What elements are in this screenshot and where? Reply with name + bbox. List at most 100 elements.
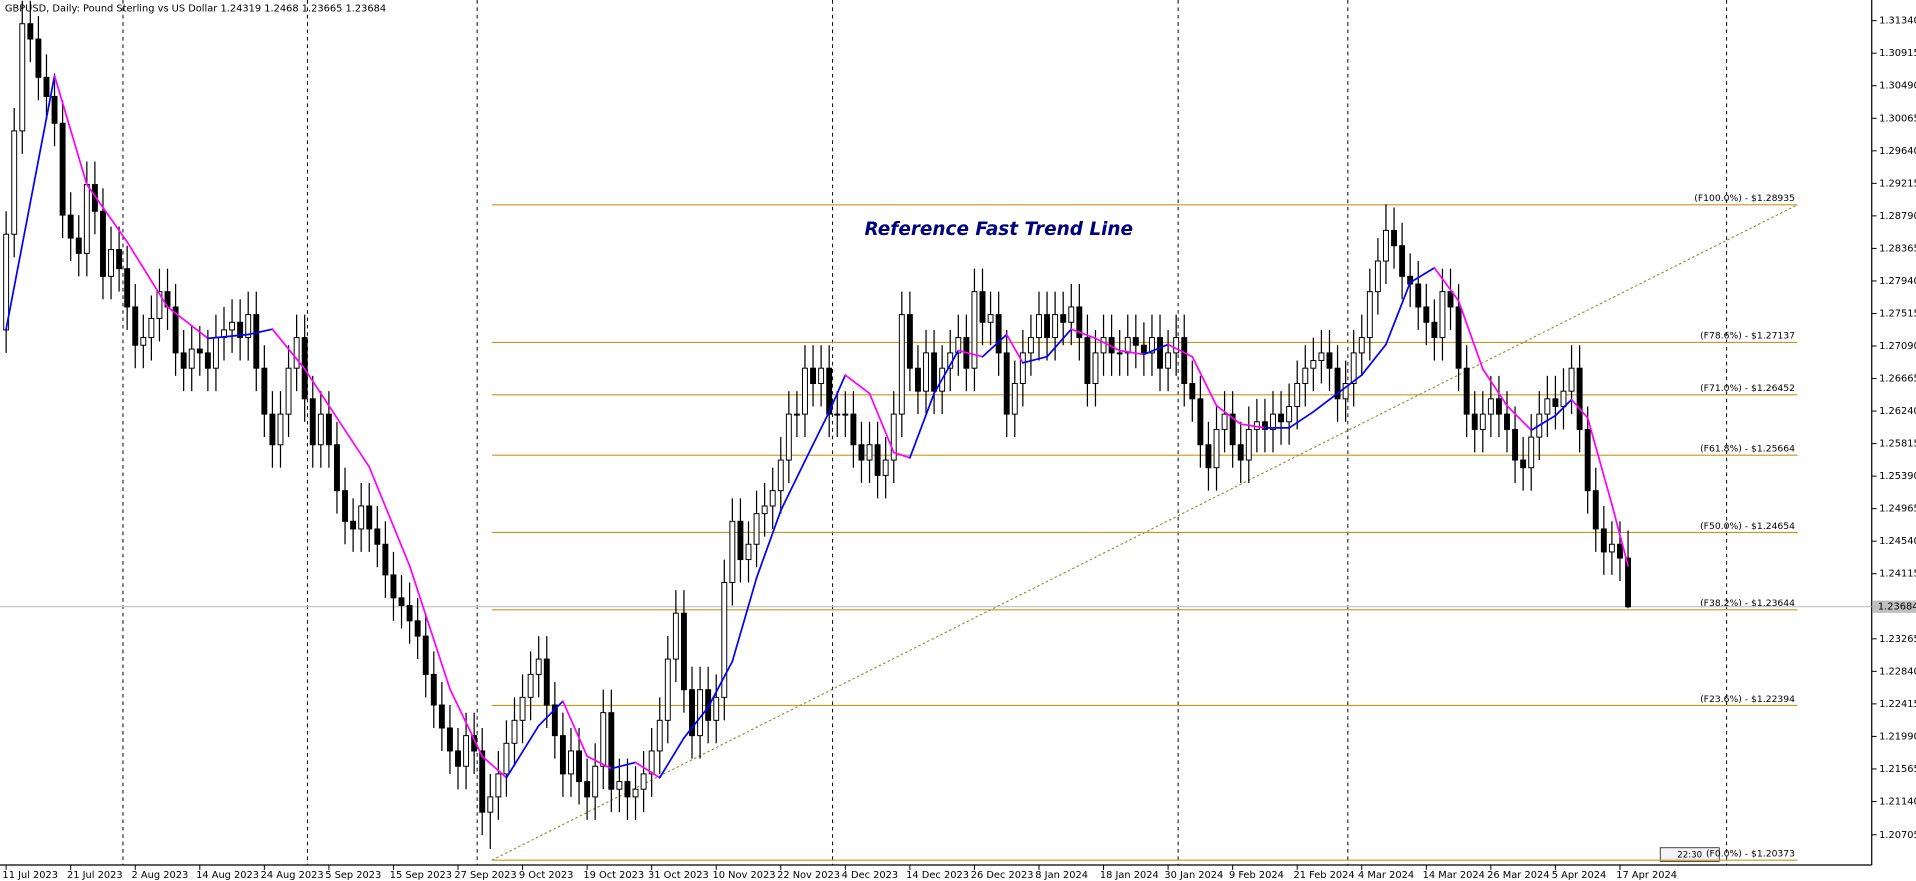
candle-body bbox=[1132, 337, 1139, 346]
x-tick-label: 30 Jan 2024 bbox=[1164, 870, 1223, 881]
candle-body bbox=[511, 719, 518, 744]
candle-body bbox=[1568, 367, 1575, 392]
candle-body bbox=[446, 727, 453, 752]
candle-body bbox=[1197, 398, 1204, 446]
ma-segment bbox=[658, 737, 685, 779]
candle-body bbox=[648, 750, 655, 775]
candle-body bbox=[1213, 428, 1220, 469]
candle-body bbox=[600, 712, 607, 767]
candle-body bbox=[245, 314, 252, 339]
candle-body bbox=[713, 696, 720, 721]
ma-segment bbox=[868, 392, 895, 454]
candle-body bbox=[1173, 337, 1180, 354]
y-tick-label: 1.25815 bbox=[1879, 439, 1916, 450]
candle-body bbox=[261, 367, 268, 415]
candle-body bbox=[1229, 413, 1236, 446]
candle-body bbox=[495, 773, 502, 798]
y-tick-label: 1.24540 bbox=[1879, 536, 1916, 547]
ma-segment bbox=[166, 306, 209, 340]
candle-body bbox=[204, 352, 211, 369]
candle-body bbox=[277, 413, 284, 446]
candle-body bbox=[1560, 390, 1567, 407]
candle-body bbox=[519, 696, 526, 721]
candle-body bbox=[874, 444, 881, 476]
x-tick-label: 14 Mar 2024 bbox=[1423, 870, 1485, 881]
candle-body bbox=[898, 314, 905, 415]
ma-segment bbox=[892, 451, 911, 459]
ma-segment bbox=[53, 74, 88, 186]
y-tick-label: 1.26665 bbox=[1879, 374, 1916, 385]
ma-segment bbox=[1360, 343, 1387, 376]
candle-body bbox=[559, 735, 566, 775]
ma-segment bbox=[505, 724, 540, 779]
candle-body bbox=[1165, 352, 1172, 369]
candle-body bbox=[818, 367, 825, 385]
ma-segment bbox=[1167, 343, 1194, 358]
y-tick-label: 1.31340 bbox=[1879, 16, 1916, 27]
candle-body bbox=[1617, 543, 1623, 559]
candle-body bbox=[858, 444, 865, 461]
ma-segment bbox=[562, 700, 588, 758]
ma-segment bbox=[1288, 410, 1315, 429]
fib-label: (F78.6%) - $1.27137 bbox=[1700, 331, 1795, 342]
candle-body bbox=[729, 520, 736, 584]
ma-segment bbox=[1530, 414, 1557, 432]
candle-body bbox=[1189, 383, 1196, 400]
candle-body bbox=[995, 314, 1002, 354]
header-high: 1.2468 bbox=[264, 4, 298, 15]
ma-segment bbox=[804, 410, 831, 462]
header-open: 1.24319 bbox=[220, 4, 261, 15]
candle-body bbox=[697, 689, 704, 737]
candle-body bbox=[374, 528, 381, 545]
y-tick-label: 1.22840 bbox=[1879, 666, 1916, 677]
candle-body bbox=[1044, 314, 1051, 339]
x-tick-label: 26 Mar 2024 bbox=[1487, 870, 1549, 881]
candle-body bbox=[1528, 436, 1535, 469]
candle-body bbox=[672, 612, 679, 660]
y-tick-label: 1.27515 bbox=[1879, 308, 1916, 319]
ma-segment bbox=[1094, 337, 1121, 352]
candle-body bbox=[721, 582, 728, 698]
candle-body bbox=[1608, 543, 1615, 553]
candle-body bbox=[116, 249, 123, 270]
y-tick-label: 1.27090 bbox=[1879, 341, 1916, 352]
candle-body bbox=[543, 658, 550, 706]
candle-body bbox=[212, 337, 219, 369]
symbol-title: GBPUSD, Daily: Pound Sterling vs US Doll… bbox=[5, 4, 218, 15]
candle-body bbox=[422, 635, 429, 675]
candle-body bbox=[535, 658, 542, 675]
candle-body bbox=[793, 413, 800, 416]
fib-label: (F23.6%) - $1.22394 bbox=[1700, 694, 1795, 705]
y-tick-label: 1.24965 bbox=[1879, 504, 1916, 515]
candle-body bbox=[1415, 283, 1422, 308]
candle-body bbox=[592, 765, 599, 798]
ma-segment bbox=[586, 755, 613, 770]
candle-body bbox=[479, 750, 486, 813]
candle-body bbox=[350, 520, 357, 530]
candle-body bbox=[737, 520, 744, 561]
candle-body bbox=[59, 122, 66, 216]
ma-segment bbox=[909, 392, 935, 459]
candle-body bbox=[132, 306, 139, 346]
candle-body bbox=[745, 543, 752, 561]
ma-segment bbox=[1143, 343, 1169, 356]
candle-body bbox=[1140, 344, 1147, 354]
candle-body bbox=[1060, 314, 1067, 323]
candle-body bbox=[325, 413, 332, 446]
candle-body bbox=[1463, 367, 1470, 415]
candle-body bbox=[188, 348, 195, 369]
header: GBPUSD, Daily: Pound Sterling vs US Doll… bbox=[5, 4, 386, 15]
ma-segment bbox=[207, 333, 250, 340]
candle-body bbox=[777, 459, 784, 492]
ma-segment bbox=[981, 333, 1008, 358]
candle-body bbox=[75, 237, 82, 254]
ma-segment bbox=[1385, 281, 1412, 346]
candle-body bbox=[971, 291, 978, 369]
y-tick-label: 1.20705 bbox=[1879, 830, 1916, 841]
ma-segment bbox=[1336, 374, 1363, 395]
timer-box bbox=[1659, 847, 1720, 862]
candle-body bbox=[83, 183, 90, 254]
ma-segment bbox=[481, 755, 508, 779]
candle-body bbox=[1487, 398, 1494, 415]
